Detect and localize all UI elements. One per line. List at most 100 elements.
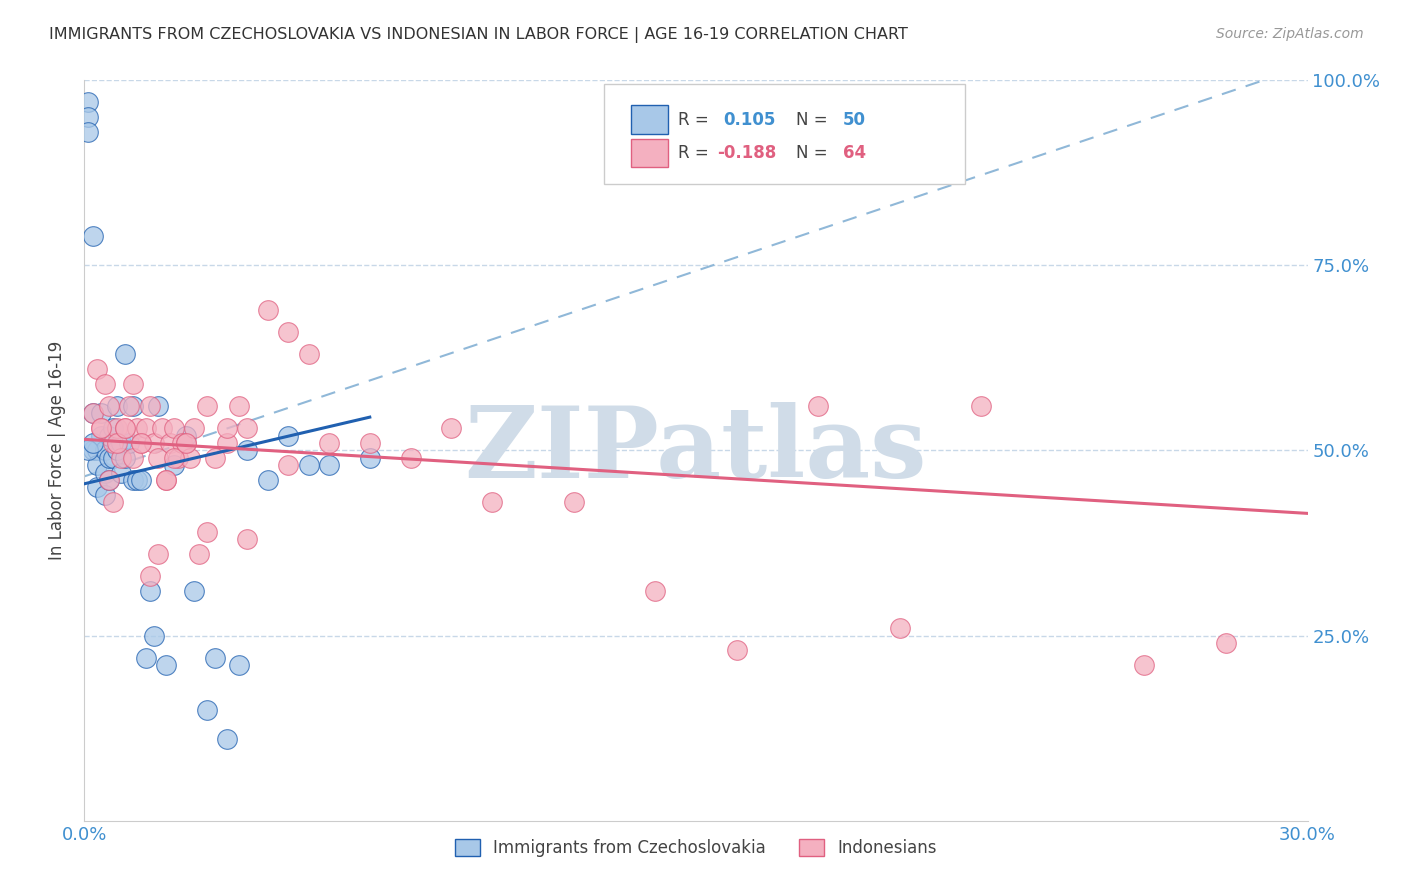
Point — [90, 428, 112, 442]
Point — [187, 547, 209, 561]
Text: 0.105: 0.105 — [723, 111, 775, 128]
Point — [155, 658, 177, 673]
Point — [110, 436, 132, 450]
Point — [97, 450, 120, 465]
Point — [257, 473, 280, 487]
Point — [155, 473, 177, 487]
Point — [298, 347, 321, 361]
Point — [174, 436, 197, 450]
Point — [204, 650, 226, 665]
Point — [174, 428, 197, 442]
Text: N =: N = — [796, 111, 834, 128]
Point — [204, 450, 226, 465]
Point — [146, 399, 169, 413]
Point — [82, 443, 104, 458]
Point — [90, 421, 112, 435]
Point — [90, 407, 112, 421]
Text: -0.188: -0.188 — [717, 144, 776, 161]
Point — [86, 480, 108, 494]
Point — [257, 302, 280, 317]
Point — [77, 125, 100, 139]
Point — [82, 436, 104, 450]
Point — [807, 399, 830, 413]
Point — [228, 658, 250, 673]
Text: IMMIGRANTS FROM CZECHOSLOVAKIA VS INDONESIAN IN LABOR FORCE | AGE 16-19 CORRELAT: IMMIGRANTS FROM CZECHOSLOVAKIA VS INDONE… — [49, 27, 908, 43]
Point — [135, 650, 157, 665]
Text: 50: 50 — [842, 111, 866, 128]
Point — [146, 547, 169, 561]
Point — [114, 347, 136, 361]
Point — [101, 421, 124, 435]
Text: ZIPatlas: ZIPatlas — [465, 402, 927, 499]
Point — [217, 732, 239, 747]
Point — [142, 436, 165, 450]
Text: N =: N = — [796, 144, 834, 161]
Point — [183, 421, 205, 435]
Point — [93, 488, 115, 502]
Point — [93, 376, 115, 391]
FancyBboxPatch shape — [605, 84, 965, 184]
Point — [127, 421, 149, 435]
Point — [359, 436, 381, 450]
Point — [105, 421, 128, 435]
Point — [105, 436, 128, 450]
Point — [889, 621, 911, 635]
Point — [195, 703, 218, 717]
Point — [172, 436, 194, 450]
Point — [105, 399, 128, 413]
Point — [228, 399, 250, 413]
Point — [163, 421, 186, 435]
Point — [105, 443, 128, 458]
Point — [644, 584, 666, 599]
Point — [101, 450, 124, 465]
Point — [277, 458, 299, 473]
Point — [86, 443, 108, 458]
Point — [174, 436, 197, 450]
Text: R =: R = — [678, 144, 714, 161]
Point — [122, 450, 145, 465]
Point — [97, 428, 120, 442]
Bar — [631, 105, 668, 134]
Point — [97, 399, 120, 413]
Point — [195, 524, 218, 539]
Point — [236, 421, 259, 435]
Point — [217, 421, 239, 435]
Point — [142, 628, 165, 642]
Point — [359, 450, 381, 465]
Point — [163, 450, 186, 465]
Point — [86, 362, 108, 376]
Point — [127, 473, 149, 487]
Point — [146, 450, 169, 465]
Point — [481, 495, 503, 509]
Point — [90, 421, 112, 435]
Point — [277, 428, 299, 442]
Point — [236, 443, 259, 458]
Point — [77, 95, 100, 110]
Point — [118, 436, 141, 450]
Point — [122, 376, 145, 391]
Point — [167, 450, 190, 465]
Text: R =: R = — [678, 111, 714, 128]
Point — [110, 466, 132, 480]
Point — [93, 466, 115, 480]
Point — [114, 421, 136, 435]
Point — [138, 569, 160, 583]
Point — [82, 407, 104, 421]
Text: Source: ZipAtlas.com: Source: ZipAtlas.com — [1216, 27, 1364, 41]
Point — [131, 436, 153, 450]
Point — [138, 584, 160, 599]
Point — [122, 399, 145, 413]
Point — [135, 421, 157, 435]
Point — [399, 450, 422, 465]
Point — [970, 399, 993, 413]
Point — [122, 473, 145, 487]
Legend: Immigrants from Czechoslovakia, Indonesians: Immigrants from Czechoslovakia, Indonesi… — [449, 832, 943, 864]
Point — [195, 399, 218, 413]
Point — [131, 473, 153, 487]
Point — [93, 443, 115, 458]
Point — [82, 228, 104, 243]
Point — [118, 399, 141, 413]
Point — [77, 111, 100, 125]
Point — [179, 450, 201, 465]
Point — [82, 407, 104, 421]
